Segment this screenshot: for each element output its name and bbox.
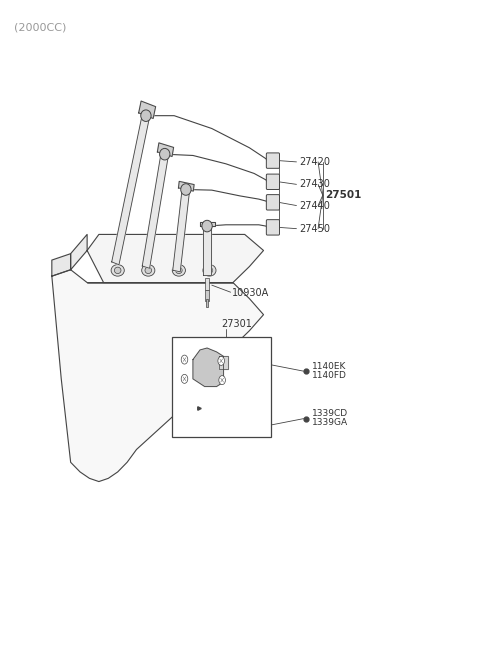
Ellipse shape: [203, 265, 216, 276]
Polygon shape: [200, 222, 215, 226]
Text: 1339CD: 1339CD: [312, 409, 348, 418]
Polygon shape: [193, 348, 224, 386]
Text: 27440: 27440: [299, 200, 330, 210]
Ellipse shape: [202, 220, 212, 232]
Polygon shape: [87, 234, 264, 282]
Ellipse shape: [114, 267, 121, 274]
Polygon shape: [139, 101, 156, 119]
Text: 27301: 27301: [221, 320, 252, 329]
FancyBboxPatch shape: [266, 195, 279, 210]
Ellipse shape: [141, 110, 151, 121]
FancyBboxPatch shape: [204, 278, 209, 290]
Polygon shape: [52, 270, 264, 481]
Text: 27450: 27450: [299, 223, 330, 234]
Text: 1230BA: 1230BA: [177, 398, 212, 407]
Ellipse shape: [172, 265, 185, 276]
FancyBboxPatch shape: [266, 219, 279, 235]
Text: 27501: 27501: [325, 190, 361, 200]
Polygon shape: [52, 253, 71, 276]
Text: 1339GA: 1339GA: [312, 418, 348, 427]
FancyBboxPatch shape: [266, 153, 279, 168]
Ellipse shape: [142, 265, 155, 276]
Ellipse shape: [159, 149, 170, 160]
Text: 1231FH: 1231FH: [173, 358, 208, 367]
Text: 1231FB: 1231FB: [176, 344, 210, 353]
FancyBboxPatch shape: [266, 174, 279, 189]
Polygon shape: [71, 234, 87, 270]
Polygon shape: [142, 153, 168, 269]
Ellipse shape: [206, 267, 213, 274]
Text: 10930A: 10930A: [232, 288, 269, 299]
Polygon shape: [219, 356, 228, 369]
Text: (2000CC): (2000CC): [14, 22, 67, 33]
Polygon shape: [157, 143, 174, 157]
FancyBboxPatch shape: [172, 337, 271, 437]
Ellipse shape: [145, 267, 152, 274]
Polygon shape: [173, 189, 190, 272]
Circle shape: [218, 356, 225, 365]
Text: 1140FD: 1140FD: [312, 371, 347, 379]
Polygon shape: [204, 226, 211, 275]
Ellipse shape: [176, 267, 182, 274]
Circle shape: [219, 375, 226, 384]
Circle shape: [181, 355, 188, 364]
Text: 27420: 27420: [299, 157, 330, 167]
Polygon shape: [179, 181, 194, 191]
FancyBboxPatch shape: [205, 290, 209, 301]
FancyBboxPatch shape: [205, 299, 208, 307]
Text: 27430: 27430: [299, 179, 330, 189]
Ellipse shape: [111, 265, 124, 276]
Polygon shape: [112, 114, 150, 265]
Text: 1140EK: 1140EK: [312, 362, 346, 371]
Ellipse shape: [181, 183, 191, 195]
Circle shape: [181, 375, 188, 383]
Text: 27325: 27325: [181, 389, 210, 398]
